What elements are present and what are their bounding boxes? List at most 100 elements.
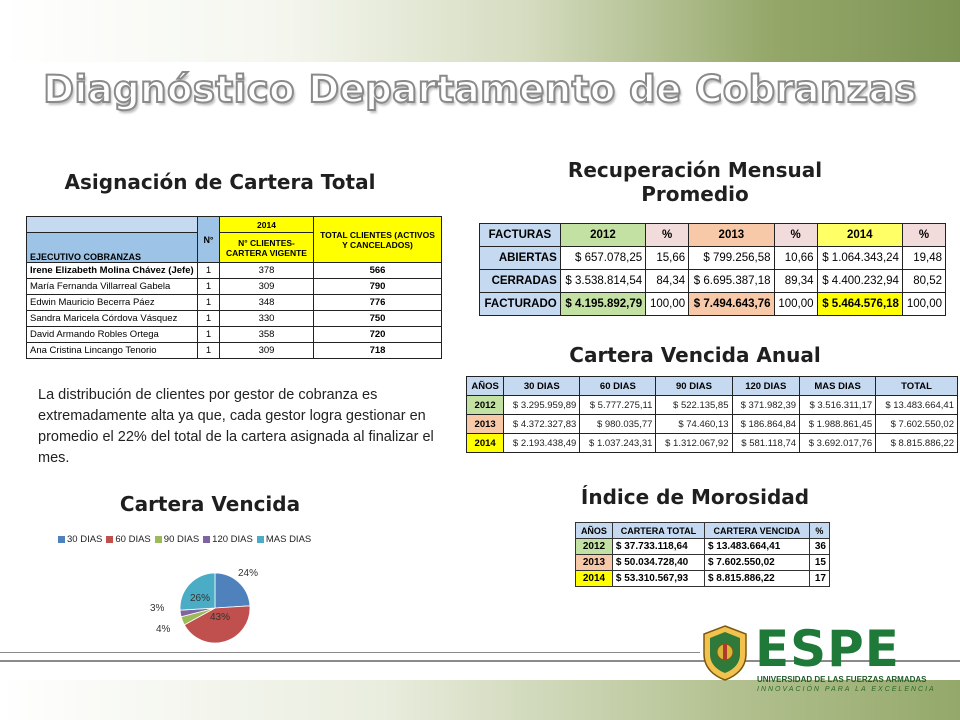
cell-120: $ 186.864,84 xyxy=(731,414,801,434)
cell-vencida: $ 13.483.664,41 xyxy=(703,538,810,555)
cell-30: $ 3.295.959,89 xyxy=(503,395,581,415)
vencida-anual-title: Cartera Vencida Anual xyxy=(569,343,821,367)
header-pct: % xyxy=(808,522,831,539)
cell-pct: 10,66 xyxy=(773,246,818,270)
row-label: CERRADAS xyxy=(479,269,561,293)
morosidad-table: AÑOS CARTERA TOTAL CARTERA VENCIDA % 201… xyxy=(575,522,831,587)
row-vigente: 358 xyxy=(219,326,314,343)
row-name: María Fernanda Villarreal Gabela xyxy=(26,278,198,295)
espe-subtitle: UNIVERSIDAD DE LAS FUERZAS ARMADAS xyxy=(757,675,927,684)
table-row: 2013 $ 50.034.728,40 $ 7.602.550,02 15 xyxy=(575,554,831,571)
header-pct: % xyxy=(901,223,947,247)
cell-pct: 84,34 xyxy=(645,269,690,293)
table-row: 2012 $ 37.733.118,64 $ 13.483.664,41 36 xyxy=(575,538,831,555)
ejecutivo-header: EJECUTIVO COBRANZAS xyxy=(26,232,198,263)
cell-pct: 15 xyxy=(808,554,831,571)
table-row: Irene Elizabeth Molina Chávez (Jefe) 1 3… xyxy=(26,262,442,279)
header-pct: % xyxy=(773,223,818,247)
cell-90: $ 1.312.067,92 xyxy=(655,433,733,453)
cell-90: $ 522.135,85 xyxy=(655,395,733,415)
row-name: Ana Cristina Lincango Tenorio xyxy=(26,342,198,359)
legend-swatch xyxy=(203,536,211,543)
header-mas: MAS DIAS xyxy=(799,376,877,396)
blank-cell xyxy=(26,216,198,233)
cell-2014: $ 4.400.232,94 xyxy=(816,269,903,293)
cell-2013: $ 799.256,58 xyxy=(688,246,775,270)
row-label: ABIERTAS xyxy=(479,246,561,270)
cell-pct: 36 xyxy=(808,538,831,555)
row-year: 2012 xyxy=(465,395,505,415)
row-vigente: 330 xyxy=(219,310,314,327)
recuperacion-title: Recuperación Mensual Promedio xyxy=(520,158,870,206)
pie-label-mas: 26% xyxy=(190,593,211,604)
cell-2013: $ 6.695.387,18 xyxy=(688,269,775,293)
legend-label: 60 DIAS xyxy=(115,534,151,545)
cell-vencida: $ 8.815.886,22 xyxy=(703,570,810,587)
cell-mas: $ 3.516.311,17 xyxy=(799,395,877,415)
vencida-anual-table: AÑOS 30 DIAS 60 DIAS 90 DIAS 120 DIAS MA… xyxy=(465,376,958,453)
cell-pct: 19,48 xyxy=(901,246,947,270)
facturas-header: FACTURAS xyxy=(479,223,561,247)
row-vigente: 309 xyxy=(219,342,314,359)
cell-90: $ 74.460,13 xyxy=(655,414,733,434)
legend-swatch xyxy=(106,536,114,543)
espe-seal-icon xyxy=(703,625,747,681)
row-n: 1 xyxy=(197,342,220,359)
header-120: 120 DIAS xyxy=(731,376,801,396)
table-row: David Armando Robles Ortega 1 358 720 xyxy=(26,326,442,343)
cell-total: $ 37.733.118,64 xyxy=(611,538,705,555)
pie-label-120: 3% xyxy=(150,603,165,614)
asignacion-title: Asignación de Cartera Total xyxy=(64,170,376,194)
header-total: TOTAL xyxy=(875,376,958,396)
legend-label: 30 DIAS xyxy=(67,534,103,545)
row-vigente: 309 xyxy=(219,278,314,295)
table-row: Sandra Maricela Córdova Vásquez 1 330 75… xyxy=(26,310,442,327)
row-name: Edwin Mauricio Becerra Páez xyxy=(26,294,198,311)
legend-item: 90 DIAS xyxy=(154,534,200,545)
row-total: 718 xyxy=(313,342,442,359)
cell-total: $ 7.602.550,02 xyxy=(875,414,958,434)
legend-swatch xyxy=(58,536,65,543)
header-cartera-total: CARTERA TOTAL xyxy=(611,522,705,539)
table-row: Ana Cristina Lincango Tenorio 1 309 718 xyxy=(26,342,442,359)
pie-slice-60-dias xyxy=(183,605,251,644)
cell-pct: 100,00 xyxy=(901,292,947,316)
cell-2012: $ 3.538.814,54 xyxy=(559,269,647,293)
header-gradient xyxy=(0,0,960,62)
header-anos: AÑOS xyxy=(575,522,613,539)
total-header: TOTAL CLIENTES (ACTIVOS Y CANCELADOS) xyxy=(313,216,442,263)
year-header: 2014 xyxy=(219,216,314,233)
page-title: Diagnóstico Departamento de Cobranzas xyxy=(42,67,917,112)
header-2012: 2012 xyxy=(559,223,647,247)
legend-label: 90 DIAS xyxy=(163,534,200,545)
row-year: 2014 xyxy=(465,433,505,453)
recuperacion-title-line2: Promedio xyxy=(641,182,749,206)
pie-chart xyxy=(179,572,251,644)
cell-30: $ 2.193.438,49 xyxy=(503,433,581,453)
row-n: 1 xyxy=(197,326,220,343)
morosidad-title: Índice de Morosidad xyxy=(580,485,810,509)
cell-vencida: $ 7.602.550,02 xyxy=(703,554,810,571)
pie-label-90: 4% xyxy=(156,624,171,635)
header-60: 60 DIAS xyxy=(579,376,657,396)
row-year: 2013 xyxy=(465,414,505,434)
cell-60: $ 5.777.275,11 xyxy=(579,395,657,415)
footer-gradient xyxy=(0,680,960,720)
cell-total: $ 50.034.728,40 xyxy=(611,554,705,571)
n-header: N° xyxy=(197,216,220,263)
row-total: 776 xyxy=(313,294,442,311)
pie-slice-30-dias xyxy=(214,572,251,609)
table-row: 2012 $ 3.295.959,89 $ 5.777.275,11 $ 522… xyxy=(465,395,958,415)
cell-30: $ 4.372.327,83 xyxy=(503,414,581,434)
cell-total: $ 53.310.567,93 xyxy=(611,570,705,587)
espe-tagline: INNOVACIÓN PARA LA EXCELENCIA xyxy=(757,686,936,693)
cell-total: $ 13.483.664,41 xyxy=(875,395,958,415)
legend-swatch xyxy=(256,536,264,543)
espe-logo-text: ESPE xyxy=(755,620,900,678)
recuperacion-title-line1: Recuperación Mensual xyxy=(567,158,823,182)
legend-item: MAS DIAS xyxy=(256,534,311,545)
table-row: María Fernanda Villarreal Gabela 1 309 7… xyxy=(26,278,442,295)
cell-mas: $ 1.988.861,45 xyxy=(799,414,877,434)
row-name: Sandra Maricela Córdova Vásquez xyxy=(26,310,198,327)
table-row: 2014 $ 2.193.438,49 $ 1.037.243,31 $ 1.3… xyxy=(465,433,958,453)
